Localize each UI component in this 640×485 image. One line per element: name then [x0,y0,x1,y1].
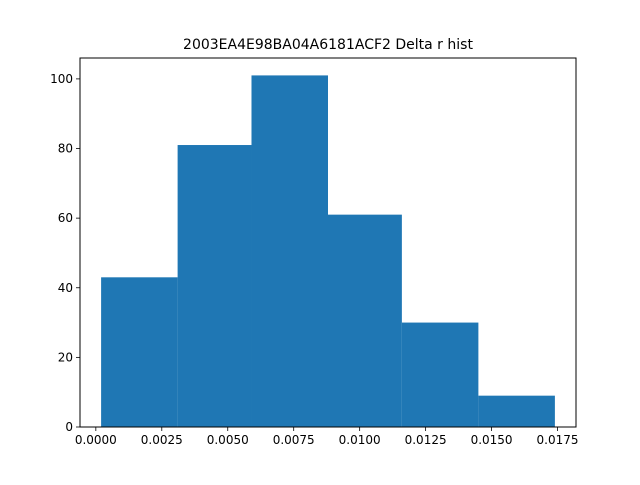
x-tick-label: 0.0000 [75,433,117,447]
x-tick-label: 0.0125 [405,433,447,447]
x-tick-label: 0.0150 [471,433,513,447]
x-tick-label: 0.0025 [141,433,183,447]
x-tick-label: 0.0175 [537,433,579,447]
histogram-bar [328,214,402,427]
plot-frame [79,57,577,428]
chart-title: 2003EA4E98BA04A6181ACF2 Delta r hist [183,37,473,53]
x-tick-label: 0.0100 [339,433,381,447]
y-tick-label: 80 [58,142,73,156]
histogram-bar [251,75,328,427]
x-tick-label: 0.0050 [207,433,249,447]
y-tick-label: 20 [58,350,73,364]
bars-group [101,75,555,427]
x-axis: 0.0000 0.0025 0.0050 0.0075 0.0100 0.0125 0.01… [75,427,579,447]
y-axis: 0 20 40 60 80 100 [50,72,80,434]
y-tick-label: 40 [58,281,73,295]
histogram-bar [478,395,555,427]
histogram-bar [177,145,252,427]
y-tick-label: 60 [58,211,73,225]
y-tick-label: 100 [50,72,73,86]
x-tick-label: 0.0075 [273,433,315,447]
histogram-bar [401,322,479,427]
y-tick-label: 0 [65,420,73,434]
histogram-bar [101,277,178,427]
